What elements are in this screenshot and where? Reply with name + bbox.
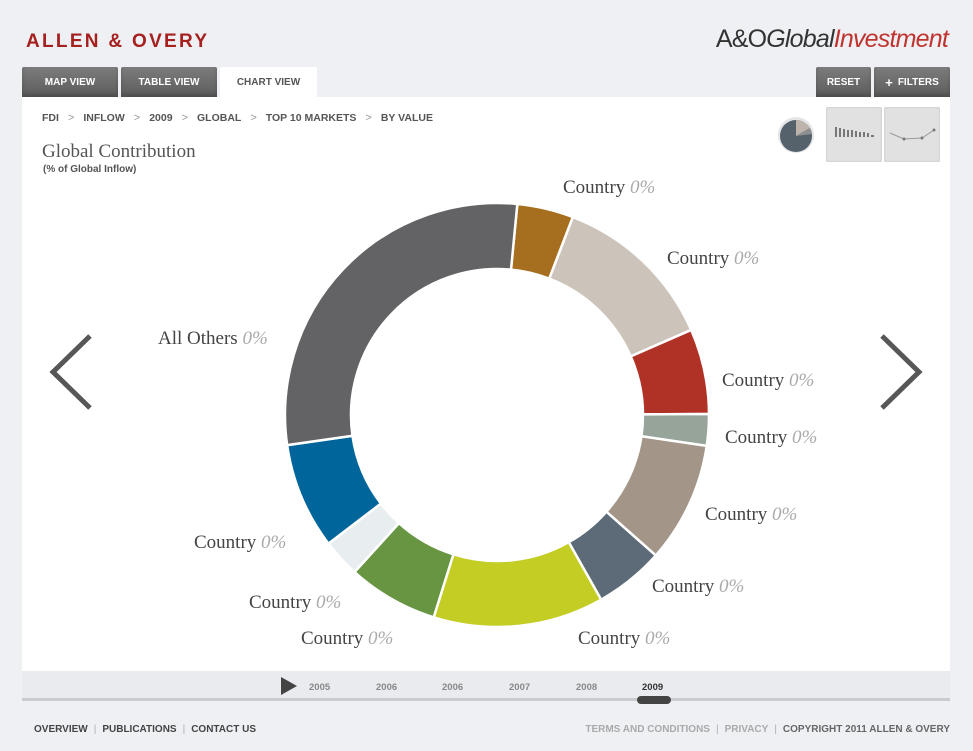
slice-label: Country 0%: [563, 177, 655, 199]
next-arrow-icon[interactable]: [878, 333, 924, 416]
slice-label-percent: 0%: [316, 592, 342, 613]
tab-map-view[interactable]: MAP VIEW: [22, 67, 118, 97]
breadcrumb-item-year[interactable]: 2009: [149, 112, 173, 124]
slice-label: Country 0%: [725, 427, 817, 449]
tab-table-view[interactable]: TABLE VIEW: [121, 67, 217, 97]
slice-label-name: Country: [705, 504, 773, 525]
donut-slice[interactable]: [547, 215, 693, 359]
slice-label: All Others 0%: [158, 328, 268, 350]
slice-label-name: All Others: [158, 328, 243, 349]
filters-button[interactable]: + FILTERS: [874, 67, 950, 97]
footer-link-contact[interactable]: CONTACT US: [191, 724, 257, 735]
footer-nav: OVERVIEW | PUBLICATIONS | CONTACT US: [34, 724, 256, 735]
slice-label-percent: 0%: [261, 532, 287, 553]
footer-link-overview[interactable]: OVERVIEW: [34, 724, 88, 735]
donut-slice[interactable]: [432, 540, 603, 629]
slice-label-name: Country: [725, 427, 793, 448]
slice-label-name: Country: [194, 532, 262, 553]
product-logo-part-2: Global: [766, 25, 834, 53]
slice-label-percent: 0%: [242, 328, 268, 349]
footer-link-publications[interactable]: PUBLICATIONS: [102, 724, 177, 735]
timeline-year[interactable]: 2005: [309, 682, 331, 693]
footer-link-terms[interactable]: TERMS AND CONDITIONS: [585, 724, 710, 735]
play-icon[interactable]: [281, 677, 297, 700]
bar-chart-icon[interactable]: [826, 107, 882, 162]
footer-legal: TERMS AND CONDITIONS | PRIVACY | COPYRIG…: [585, 724, 950, 735]
slice-label: Country 0%: [722, 370, 814, 392]
timeline-year-selected[interactable]: 2009: [642, 682, 664, 693]
timeline-year[interactable]: 2007: [509, 682, 531, 693]
breadcrumb-separator: >: [250, 112, 257, 124]
timeline-year[interactable]: 2006: [376, 682, 398, 693]
slice-label: Country 0%: [194, 532, 286, 554]
product-logo-part-1: A&O: [715, 25, 767, 53]
footer-separator: |: [715, 724, 719, 735]
tab-chart-view[interactable]: CHART VIEW: [220, 67, 317, 97]
slice-label-name: Country: [301, 628, 369, 649]
chart-panel: FDI > INFLOW > 2009 > GLOBAL > TOP 10 MA…: [22, 97, 950, 671]
footer-separator: |: [93, 724, 97, 735]
slice-label-percent: 0%: [792, 427, 818, 448]
chart-title: Global Contribution: [42, 141, 196, 162]
line-chart-icon[interactable]: [884, 107, 940, 162]
slice-label-percent: 0%: [645, 628, 671, 649]
product-logo-part-3: Investment: [833, 25, 949, 53]
slice-label: Country 0%: [667, 248, 759, 270]
timeline-year[interactable]: 2008: [576, 682, 598, 693]
slice-label: Country 0%: [301, 628, 393, 650]
slice-label: Country 0%: [578, 628, 670, 650]
breadcrumb-item-inflow[interactable]: INFLOW: [83, 112, 125, 124]
footer-separator: |: [774, 724, 777, 735]
slice-label-percent: 0%: [734, 248, 760, 269]
slice-label: Country 0%: [705, 504, 797, 526]
slice-label-name: Country: [563, 177, 631, 198]
previous-arrow-icon[interactable]: [48, 333, 94, 416]
brand-logo: ALLEN & OVERY: [26, 31, 210, 52]
pie-chart-icon[interactable]: [776, 115, 816, 155]
footer-separator: |: [182, 724, 186, 735]
plus-icon: +: [885, 74, 893, 90]
slice-label-percent: 0%: [630, 177, 656, 198]
timeline-handle[interactable]: [637, 696, 671, 704]
breadcrumb-separator: >: [133, 112, 141, 124]
breadcrumb-separator: >: [181, 112, 188, 124]
filters-button-label: FILTERS: [897, 76, 939, 88]
chart-subtitle: (% of Global Inflow): [43, 164, 137, 175]
product-logo: A&OGlobalInvestment: [715, 25, 949, 54]
slice-label-percent: 0%: [719, 576, 745, 597]
donut-chart: [283, 201, 711, 629]
slice-label-name: Country: [249, 592, 317, 613]
donut-slice[interactable]: [283, 201, 519, 447]
breadcrumb-separator: >: [67, 112, 75, 124]
slice-label-name: Country: [652, 576, 720, 597]
reset-button[interactable]: RESET: [816, 67, 871, 97]
copyright-text: COPYRIGHT 2011 ALLEN & OVERY: [782, 724, 950, 735]
slice-label-name: Country: [667, 248, 735, 269]
breadcrumb-item-by-value[interactable]: BY VALUE: [380, 112, 433, 124]
slice-label-percent: 0%: [368, 628, 394, 649]
breadcrumb-separator: >: [365, 112, 372, 124]
slice-label-name: Country: [578, 628, 646, 649]
timeline-year[interactable]: 2006: [442, 682, 464, 693]
breadcrumb-item-global[interactable]: GLOBAL: [197, 112, 242, 124]
timeline: 2005 2006 2006 2007 2008 2009: [22, 671, 950, 701]
slice-label-name: Country: [722, 370, 790, 391]
breadcrumb: FDI > INFLOW > 2009 > GLOBAL > TOP 10 MA…: [42, 112, 433, 124]
breadcrumb-item-top-markets[interactable]: TOP 10 MARKETS: [265, 112, 357, 124]
footer-link-privacy[interactable]: PRIVACY: [724, 724, 769, 735]
slice-label: Country 0%: [652, 576, 744, 598]
breadcrumb-item-fdi[interactable]: FDI: [42, 112, 59, 124]
slice-label: Country 0%: [249, 592, 341, 614]
slice-label-percent: 0%: [789, 370, 815, 391]
slice-label-percent: 0%: [772, 504, 798, 525]
